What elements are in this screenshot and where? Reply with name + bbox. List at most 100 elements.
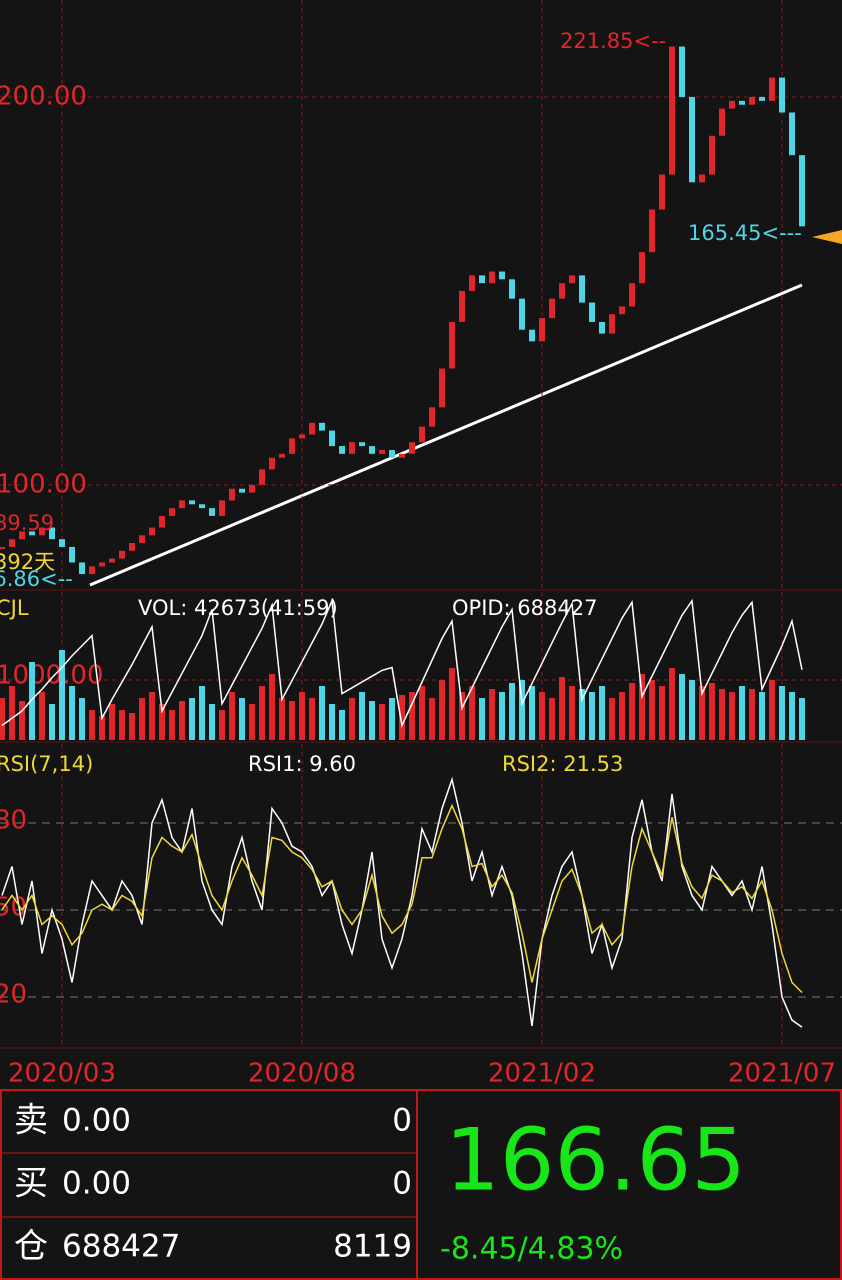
volume-bar — [169, 710, 175, 740]
volume-bar — [29, 662, 35, 740]
date-label: 2021/07 — [728, 1059, 836, 1089]
volume-bar — [339, 710, 345, 740]
volume-bar — [459, 692, 465, 740]
legend-entry: RSI1: 9.60 — [248, 752, 356, 776]
volume-bar — [489, 689, 495, 740]
price-annotation: 392天 — [0, 550, 55, 574]
volume-bar — [49, 704, 55, 740]
price-candle — [169, 508, 175, 516]
volume-bar — [129, 713, 135, 740]
price-box — [416, 1089, 842, 1280]
price-candle — [589, 302, 595, 322]
volume-label: VOL: 42673(41:59) — [138, 596, 338, 620]
price-candle — [529, 329, 535, 342]
price-candle — [9, 539, 15, 547]
volume-bar — [39, 692, 45, 740]
price-candle — [729, 100, 735, 109]
row-qty: 0 — [392, 1103, 412, 1139]
date-label: 2020/03 — [8, 1059, 116, 1089]
volume-bar — [269, 674, 275, 740]
volume-bar — [259, 686, 265, 740]
volume-bar — [299, 692, 305, 740]
price-candle — [459, 290, 465, 322]
volume-bar — [109, 704, 115, 740]
volume-bar — [249, 704, 255, 740]
volume-bar — [769, 680, 775, 740]
volume-bar — [789, 692, 795, 740]
price-candle — [119, 550, 125, 559]
rsi-line — [1, 776, 803, 1028]
price-pointer — [812, 230, 842, 244]
volume-bar — [709, 683, 715, 740]
volume-bar — [369, 701, 375, 740]
price-candle — [709, 135, 715, 175]
price-series — [0, 46, 805, 575]
price-candle — [689, 96, 695, 183]
y-tick-label: 100.00 — [0, 469, 87, 499]
price-candle — [449, 321, 455, 369]
volume-bar — [729, 692, 735, 740]
volume-bar — [359, 692, 365, 740]
trend-line — [89, 283, 803, 587]
rsi-line — [1, 803, 803, 994]
volume-bar — [659, 686, 665, 740]
price-candle — [219, 500, 225, 516]
row-price: 688427 — [62, 1229, 180, 1265]
price-change: -8.45/4.83% — [440, 1232, 623, 1267]
volume-bar — [799, 698, 805, 740]
volume-bar — [649, 680, 655, 740]
price-candle — [339, 446, 345, 454]
price-candle — [549, 298, 555, 319]
volume-bar — [309, 698, 315, 740]
open-interest-line — [1, 597, 803, 729]
price-candle — [609, 314, 615, 334]
volume-bar — [449, 668, 455, 740]
volume-bar — [159, 704, 165, 740]
volume-bar — [629, 683, 635, 740]
volume-bar — [389, 698, 395, 740]
volume-bar — [779, 686, 785, 740]
price-candle — [109, 558, 115, 563]
volume-bar — [209, 704, 215, 740]
legend-entry: RSI2: 21.53 — [502, 752, 623, 776]
price-candle — [769, 77, 775, 101]
price-candle — [419, 426, 425, 443]
row-qty: 8119 — [333, 1229, 412, 1265]
price-candle — [499, 271, 505, 280]
volume-bar — [189, 698, 195, 740]
price-candle — [379, 449, 385, 454]
price-candle — [719, 108, 725, 136]
row-qty: 0 — [392, 1166, 412, 1202]
volume-bar — [179, 701, 185, 740]
indicator-label: CJL — [0, 596, 29, 620]
volume-bar — [529, 686, 535, 740]
price-candle — [559, 283, 565, 299]
price-candle — [799, 155, 805, 227]
price-candle — [569, 275, 575, 284]
price-candle — [19, 531, 25, 540]
price-candle — [289, 438, 295, 454]
y-tick-label: 200.00 — [0, 81, 87, 111]
volume-bar — [559, 677, 565, 740]
price-candle — [479, 275, 485, 284]
price-candle — [429, 407, 435, 427]
volume-bar — [539, 692, 545, 740]
price-annotation: 76.86<-- — [0, 567, 73, 591]
volume-bar — [9, 686, 15, 740]
price-candle — [699, 174, 705, 183]
volume-bar — [329, 704, 335, 740]
volume-bar — [59, 650, 65, 740]
price-candle — [679, 46, 685, 97]
volume-bar — [19, 701, 25, 740]
volume-bar — [79, 698, 85, 740]
price-candle — [149, 527, 155, 536]
volume-bar — [579, 689, 585, 740]
price-candle — [519, 298, 525, 330]
price-candle — [789, 112, 795, 156]
volume-bar — [0, 698, 5, 740]
price-candle — [739, 100, 745, 105]
volume-bar — [429, 698, 435, 740]
price-candle — [69, 546, 75, 563]
date-label: 2021/02 — [488, 1059, 596, 1089]
price-candle — [489, 271, 495, 284]
